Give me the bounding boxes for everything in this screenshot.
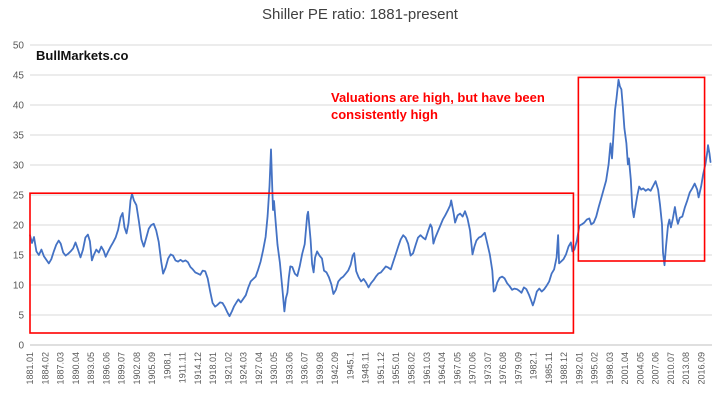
x-tick-label: 2001.04	[620, 352, 630, 385]
y-tick-label: 10	[13, 281, 25, 292]
x-tick-label: 1933.06	[284, 352, 294, 385]
x-tick-label: 1945.1	[345, 352, 355, 380]
x-tick-label: 1979.09	[513, 352, 523, 385]
y-tick-label: 45	[13, 71, 25, 82]
y-tick-label: 35	[13, 131, 25, 142]
modern-range-box	[577, 76, 706, 262]
x-tick-label: 1899.07	[117, 352, 127, 385]
y-tick-label: 5	[18, 311, 24, 322]
x-tick-label: 1988.12	[559, 352, 569, 385]
y-tick-label: 40	[13, 101, 25, 112]
x-tick-label: 1918.01	[208, 352, 218, 385]
x-tick-label: 1887.03	[56, 352, 66, 385]
annotation-line-1: Valuations are high, but have been	[331, 90, 545, 105]
x-tick-label: 1939.08	[315, 352, 325, 385]
x-tick-label: 1970.06	[468, 352, 478, 385]
x-tick-label: 1976.08	[498, 352, 508, 385]
x-tick-label: 1951.12	[376, 352, 386, 385]
x-tick-label: 1955.01	[391, 352, 401, 385]
x-tick-label: 1902.08	[132, 352, 142, 385]
x-tick-label: 1967.05	[452, 352, 462, 385]
x-tick-label: 1985.11	[544, 352, 554, 384]
y-tick-label: 15	[13, 251, 25, 262]
x-tick-label: 1995.02	[590, 352, 600, 385]
x-tick-label: 1914.12	[193, 352, 203, 385]
x-tick-label: 2004.05	[635, 352, 645, 385]
x-tick-label: 1930.05	[269, 352, 279, 385]
y-tick-label: 25	[13, 191, 25, 202]
x-tick-label: 1881.01	[25, 352, 35, 385]
x-tick-label: 2010.07	[666, 352, 676, 385]
x-tick-label: 1942.09	[330, 352, 340, 385]
pe-ratio-line	[29, 78, 712, 318]
x-tick-label: 2007.06	[651, 352, 661, 385]
x-tick-label: 1911.11	[178, 352, 188, 383]
x-tick-label: 1982.1	[529, 352, 539, 380]
x-tick-label: 1896.06	[101, 352, 111, 385]
chart-title: Shiller PE ratio: 1881-present	[262, 6, 458, 23]
x-tick-label: 1884.02	[40, 352, 50, 385]
watermark-bullmarkets: BullMarkets.co	[36, 48, 129, 63]
x-tick-label: 1924.03	[239, 352, 249, 385]
x-tick-label: 1893.05	[86, 352, 96, 385]
x-tick-label: 1921.02	[223, 352, 233, 385]
x-tick-label: 1973.07	[483, 352, 493, 385]
y-tick-label: 30	[13, 161, 25, 172]
historical-range-box	[29, 192, 575, 334]
y-tick-label: 0	[18, 341, 24, 352]
x-tick-label: 1958.02	[407, 352, 417, 385]
annotation-text: Valuations are high, but have been consi…	[331, 89, 581, 123]
x-tick-label: 1998.03	[605, 352, 615, 385]
x-tick-label: 1927.04	[254, 352, 264, 385]
x-tick-label: 1964.04	[437, 352, 447, 385]
x-tick-label: 1948.11	[361, 352, 371, 384]
x-tick-label: 1890.04	[71, 352, 81, 385]
annotation-line-2: consistently high	[331, 107, 438, 122]
y-tick-label: 20	[13, 221, 25, 232]
x-tick-label: 1936.07	[300, 352, 310, 385]
x-tick-label: 1992.01	[574, 352, 584, 385]
x-tick-label: 2013.08	[681, 352, 691, 385]
x-tick-label: 1961.03	[422, 352, 432, 385]
x-tick-label: 1908.1	[162, 352, 172, 380]
x-tick-label: 2016.09	[696, 352, 706, 385]
y-tick-label: 50	[13, 41, 25, 52]
x-tick-label: 1905.09	[147, 352, 157, 385]
